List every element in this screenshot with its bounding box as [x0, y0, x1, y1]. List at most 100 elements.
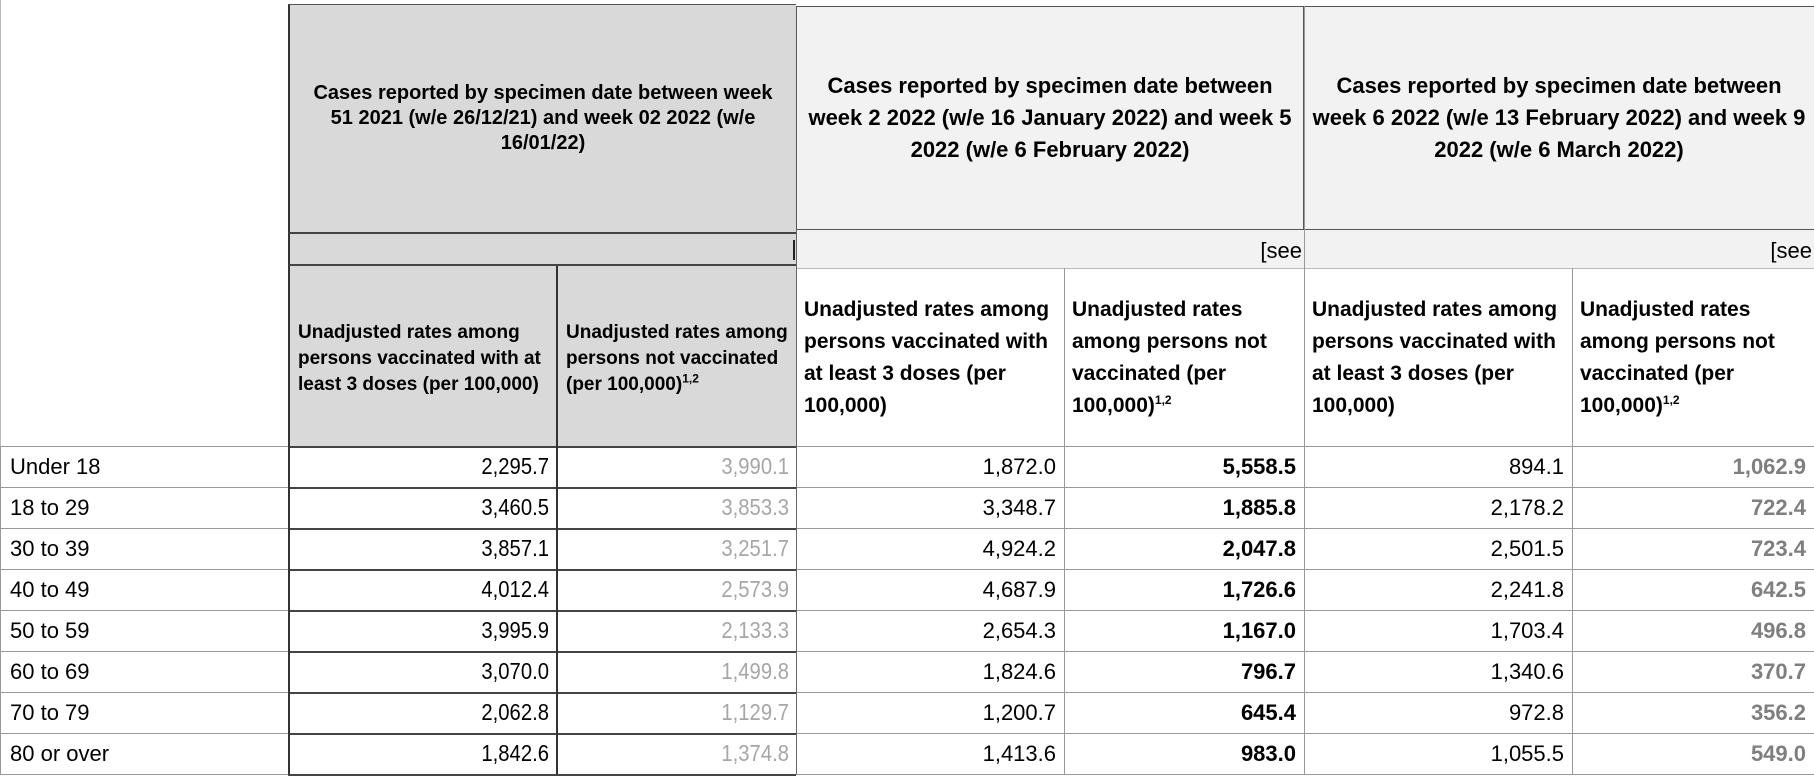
period3-vaccinated-value: 2,501.5: [1490, 535, 1564, 561]
period1-vaccinated-value: 3,857.1: [481, 535, 549, 561]
period1-not-vaccinated-value: 3,251.7: [721, 535, 789, 561]
period1-sub-vaccinated: Unadjusted rates among persons vaccinate…: [288, 266, 556, 446]
grid-line: [288, 446, 796, 448]
corner-cell: [0, 0, 288, 446]
period2-sub-not-vaccinated-label: Unadjusted rates among persons not vacci…: [1072, 298, 1267, 417]
period3-not-vaccinated-value: 496.8: [1750, 617, 1806, 643]
period2-not-vaccinated-value: 5,558.5: [1222, 453, 1296, 479]
grid-line: [288, 487, 796, 489]
period1-not-vaccinated-value: 3,990.1: [721, 453, 789, 479]
grid-line: [288, 569, 796, 571]
period1-vaccinated-value: 3,460.5: [481, 494, 549, 520]
grid-line: [0, 692, 288, 693]
period2-vaccinated-value: 3,348.7: [982, 494, 1056, 520]
grid-line: [0, 446, 288, 447]
row-label: 60 to 69: [10, 658, 90, 684]
grid-line: [0, 446, 1, 774]
period1-vaccinated-value: 3,995.9: [481, 617, 549, 643]
grid-line: [796, 268, 1814, 269]
period2-not-vaccinated-value: 983.0: [1240, 740, 1296, 766]
period2-not-vaccinated-value: 2,047.8: [1222, 535, 1296, 561]
period1-blank-band: [288, 232, 796, 266]
period2-header: Cases reported by specimen date between …: [796, 6, 1304, 230]
period3-vaccinated-value: 894.1: [1508, 453, 1564, 479]
period1-not-vaccinated-value: 1,374.8: [721, 740, 789, 766]
grid-line: [288, 610, 796, 612]
period2-sub-not-vaccinated-text: Unadjusted rates among persons not vacci…: [1072, 294, 1296, 422]
period2-sub-vaccinated-text: Unadjusted rates among persons vaccinate…: [804, 298, 1050, 417]
grid-line: [556, 266, 558, 774]
grid-line: [288, 528, 796, 530]
period1-sub-not-vaccinated: Unadjusted rates among persons not vacci…: [556, 266, 796, 446]
period3-not-vaccinated-value: 1,062.9: [1732, 453, 1806, 479]
note-superscript: 1,2: [1154, 393, 1172, 407]
grid-line: [796, 774, 1814, 775]
period1-vaccinated-value: 1,842.6: [481, 740, 549, 766]
period2-not-vaccinated-value: 1,167.0: [1222, 617, 1296, 643]
period3-sub-not-vaccinated: Unadjusted rates among persons not vacci…: [1572, 270, 1814, 446]
grid-line: [0, 610, 288, 611]
row-label: 30 to 39: [10, 535, 90, 561]
note-superscript: 1,2: [682, 371, 699, 386]
grid-line: [796, 230, 797, 774]
period2-not-vaccinated-value: 796.7: [1240, 658, 1296, 684]
period1-not-vaccinated-value: 1,499.8: [721, 658, 789, 684]
grid-line: [0, 651, 288, 652]
period2-vaccinated-value: 2,654.3: [982, 617, 1056, 643]
grid-line: [288, 733, 796, 735]
period3-not-vaccinated-value: 549.0: [1750, 740, 1806, 766]
grid-line: [796, 733, 1814, 734]
period3-not-vaccinated-value: 723.4: [1750, 535, 1806, 561]
grid-line: [288, 651, 796, 653]
period1-vaccinated-value: 3,070.0: [481, 658, 549, 684]
period2-vaccinated-value: 4,687.9: [982, 576, 1056, 602]
see-note-band: [796, 230, 1814, 268]
band-tick: [793, 240, 795, 260]
grid-line: [288, 774, 796, 776]
period1-not-vaccinated-value: 3,853.3: [721, 494, 789, 520]
grid-line: [796, 487, 1814, 488]
period3-sub-not-vaccinated-text: Unadjusted rates among persons not vacci…: [1580, 294, 1806, 422]
period2-vaccinated-value: 4,924.2: [982, 535, 1056, 561]
period1-vaccinated-value: 2,062.8: [481, 699, 549, 725]
row-label: 70 to 79: [10, 699, 90, 725]
note-superscript: 1,2: [1662, 393, 1680, 407]
grid-line: [796, 651, 1814, 652]
period3-not-vaccinated-value: 722.4: [1750, 494, 1806, 520]
period3-sub-vaccinated-text: Unadjusted rates among persons vaccinate…: [1312, 298, 1558, 417]
period1-sub-vaccinated-text: Unadjusted rates among persons vaccinate…: [298, 322, 541, 395]
period1-sub-not-vaccinated-label: Unadjusted rates among persons not vacci…: [566, 322, 788, 395]
grid-line: [796, 610, 1814, 611]
grid-line: [796, 569, 1814, 570]
period2-sub-vaccinated: Unadjusted rates among persons vaccinate…: [796, 270, 1064, 446]
grid-line: [0, 487, 288, 488]
period3-vaccinated-value: 1,055.5: [1490, 740, 1564, 766]
grid-line: [1572, 268, 1573, 774]
grid-line: [288, 692, 796, 694]
grid-line: [796, 446, 1814, 447]
row-label: 80 or over: [10, 740, 110, 766]
period1-not-vaccinated-value: 2,573.9: [721, 576, 789, 602]
period3-sub-not-vaccinated-label: Unadjusted rates among persons not vacci…: [1580, 298, 1775, 417]
period1-vaccinated-value: 2,295.7: [481, 453, 549, 479]
period2-vaccinated-value: 1,824.6: [982, 658, 1056, 684]
period3-vaccinated-value: 1,340.6: [1490, 658, 1564, 684]
period2-sub-not-vaccinated: Unadjusted rates among persons not vacci…: [1064, 270, 1304, 446]
period2-not-vaccinated-value: 645.4: [1240, 699, 1296, 725]
period2-not-vaccinated-value: 1,726.6: [1222, 576, 1296, 602]
period1-not-vaccinated-value: 2,133.3: [721, 617, 789, 643]
period1-header: Cases reported by specimen date between …: [288, 4, 796, 232]
period3-vaccinated-value: 2,241.8: [1490, 576, 1564, 602]
period1-sub-not-vaccinated-text: Unadjusted rates among persons not vacci…: [566, 320, 788, 398]
period3-header: Cases reported by specimen date between …: [1304, 6, 1814, 230]
row-label: 40 to 49: [10, 576, 90, 602]
period2-vaccinated-value: 1,413.6: [982, 740, 1056, 766]
period1-vaccinated-value: 4,012.4: [481, 576, 549, 602]
period2-see-note: [see: [1260, 238, 1302, 263]
grid-line: [0, 733, 288, 734]
period3-vaccinated-value: 972.8: [1508, 699, 1564, 725]
period2-not-vaccinated-value: 1,885.8: [1222, 494, 1296, 520]
grid-line: [796, 528, 1814, 529]
row-label: 18 to 29: [10, 494, 90, 520]
period1-not-vaccinated-value: 1,129.7: [721, 699, 789, 725]
